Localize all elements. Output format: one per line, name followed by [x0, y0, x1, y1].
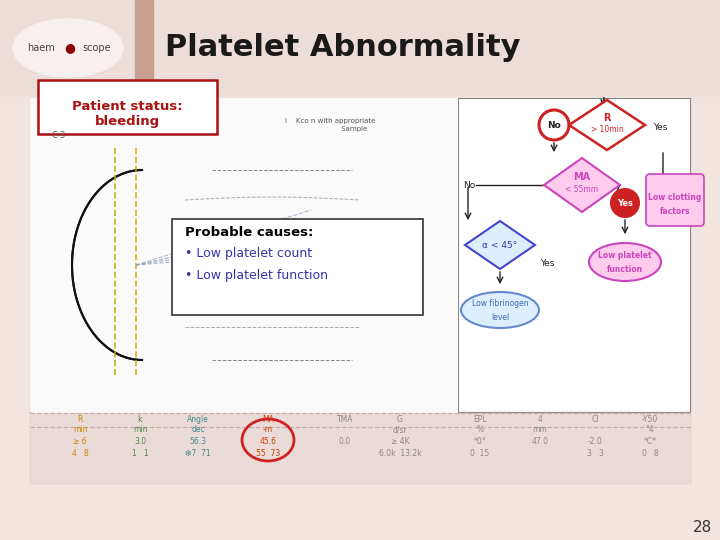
Text: factors: factors — [660, 206, 690, 215]
Polygon shape — [465, 221, 535, 269]
Text: 56.3: 56.3 — [189, 436, 207, 446]
Polygon shape — [544, 158, 620, 212]
Text: • Low platelet count: • Low platelet count — [185, 247, 312, 260]
Text: > 10min: > 10min — [590, 125, 624, 134]
Bar — [30, 98, 690, 483]
Ellipse shape — [13, 19, 123, 77]
Text: MA: MA — [573, 172, 590, 182]
Text: 0.0: 0.0 — [339, 436, 351, 446]
Text: 0  15: 0 15 — [470, 449, 490, 457]
Text: level: level — [491, 313, 509, 321]
Text: 3   3: 3 3 — [587, 449, 603, 457]
Text: scope: scope — [82, 43, 111, 53]
Text: 4: 4 — [538, 415, 542, 424]
Text: ≥ 6: ≥ 6 — [73, 436, 87, 446]
Text: 3.0: 3.0 — [134, 436, 146, 446]
Text: No: No — [463, 180, 475, 190]
Text: Platelet Abnormality: Platelet Abnormality — [165, 33, 521, 63]
Bar — [458, 98, 690, 412]
Text: bleeding: bleeding — [94, 116, 160, 129]
Ellipse shape — [461, 292, 539, 328]
Text: Low fibrinogen: Low fibrinogen — [472, 299, 528, 307]
Bar — [30, 98, 458, 412]
Bar — [0, 0, 720, 95]
Text: min: min — [132, 426, 148, 435]
Polygon shape — [569, 100, 645, 150]
FancyBboxPatch shape — [646, 174, 704, 226]
Text: d/sr: d/sr — [392, 426, 408, 435]
Text: No: No — [547, 120, 561, 130]
Text: k: k — [138, 415, 143, 424]
Text: *C*: *C* — [644, 436, 657, 446]
Text: 0   8: 0 8 — [642, 449, 658, 457]
Text: Probable causes:: Probable causes: — [185, 226, 313, 239]
Text: Angle: Angle — [187, 415, 209, 424]
Circle shape — [611, 189, 639, 217]
Text: C-3: C-3 — [52, 131, 66, 139]
Text: mm: mm — [533, 426, 547, 435]
Text: ❇7  71: ❇7 71 — [185, 449, 211, 457]
Bar — [135, 0, 153, 95]
Text: Low clotting: Low clotting — [648, 192, 702, 201]
Text: α < 45°: α < 45° — [482, 240, 518, 249]
Text: ●: ● — [65, 42, 76, 55]
Text: • Low platelet function: • Low platelet function — [185, 269, 328, 282]
Text: MA: MA — [262, 415, 274, 424]
Text: R: R — [603, 113, 611, 123]
Text: G: G — [397, 415, 403, 424]
Text: %: % — [477, 426, 484, 435]
Text: TMA: TMA — [337, 415, 354, 424]
Text: EPL: EPL — [473, 415, 487, 424]
Text: 47.0: 47.0 — [531, 436, 549, 446]
Text: ≥ 4K: ≥ 4K — [391, 436, 409, 446]
Text: I    Kco n with appropriate
                         Sample: I Kco n with appropriate Sample — [285, 118, 375, 132]
Text: Yes: Yes — [617, 199, 633, 207]
Text: Yes: Yes — [540, 259, 554, 267]
Circle shape — [539, 110, 569, 140]
Text: 45.6: 45.6 — [259, 436, 276, 446]
Text: *0°: *0° — [474, 436, 486, 446]
Text: 55  73: 55 73 — [256, 449, 280, 457]
FancyBboxPatch shape — [172, 219, 423, 315]
Bar — [30, 413, 690, 483]
Text: Patient status:: Patient status: — [72, 100, 182, 113]
Text: haem: haem — [27, 43, 55, 53]
Text: dec: dec — [192, 426, 204, 435]
Text: -2.0: -2.0 — [588, 436, 603, 446]
Text: R: R — [77, 415, 83, 424]
Text: CI: CI — [591, 415, 599, 424]
Text: Low platelet: Low platelet — [598, 251, 652, 260]
Text: min: min — [73, 426, 87, 435]
FancyBboxPatch shape — [38, 80, 217, 134]
Text: 28: 28 — [693, 521, 713, 536]
Text: 4   8: 4 8 — [71, 449, 89, 457]
Text: Yes: Yes — [653, 124, 667, 132]
Text: -Y50: -Y50 — [642, 415, 658, 424]
Text: °4: °4 — [646, 426, 654, 435]
Text: -m: -m — [263, 426, 273, 435]
Text: function: function — [607, 265, 643, 273]
Text: 6.0k  13.2k: 6.0k 13.2k — [379, 449, 421, 457]
Text: 1   1: 1 1 — [132, 449, 148, 457]
Text: < 55mm: < 55mm — [565, 186, 598, 194]
Ellipse shape — [589, 243, 661, 281]
